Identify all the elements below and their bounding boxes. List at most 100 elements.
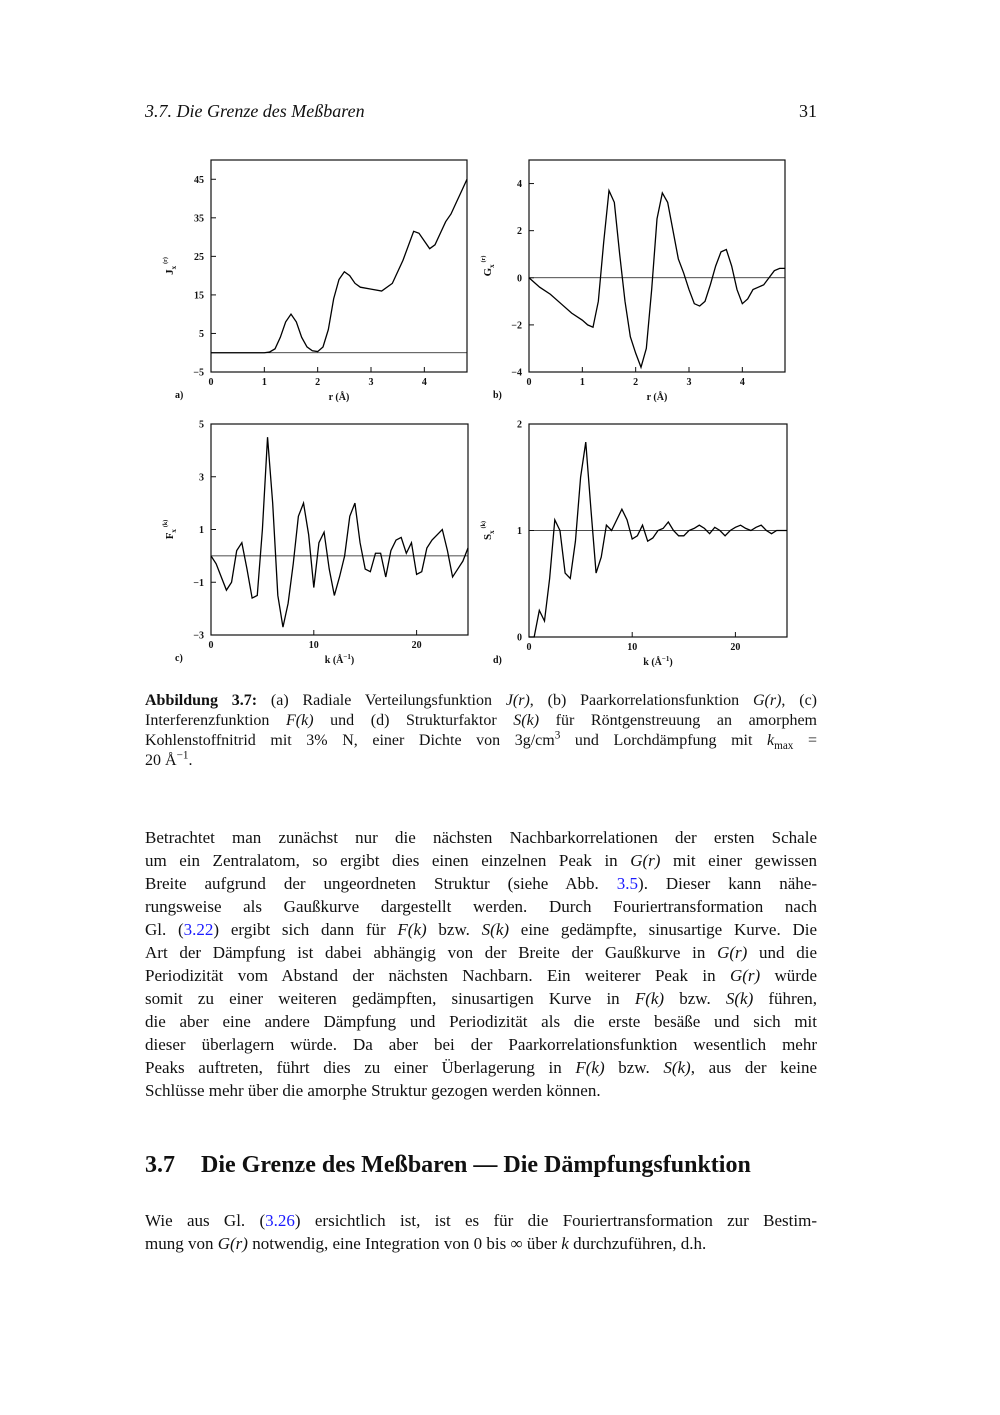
y-tick-label: 25 xyxy=(194,252,204,263)
text: bzw. xyxy=(426,920,482,939)
text-line: Interferenzfunktion F(k) und (d) Struktu… xyxy=(145,711,817,731)
text-line: somit zu einer weiteren gedämpften, sinu… xyxy=(145,987,817,1010)
text: und (d) Strukturfaktor xyxy=(313,712,514,729)
reference-link[interactable]: 3.22 xyxy=(183,920,214,939)
y-tick-label: 5 xyxy=(199,329,204,340)
text-line: um ein Zentralatom, so ergibt dies einen… xyxy=(145,849,817,872)
y-tick-label: 1 xyxy=(199,525,204,536)
text: . xyxy=(188,752,193,769)
y-label-sup: (r) xyxy=(162,257,169,264)
data-line xyxy=(528,188,785,370)
y-tick-label: 15 xyxy=(194,290,204,301)
x-tick-label: 20 xyxy=(412,640,422,651)
text-line: Gl. (3.22) ergibt sich dann für F(k) bzw… xyxy=(145,918,817,941)
text: Breite aufgrund der ungeordneten Struktu… xyxy=(145,874,617,893)
text: ) ersichtlich ist, ist es für die Fourie… xyxy=(294,1211,817,1230)
x-tick-label: 3 xyxy=(369,377,374,388)
text-line: Wie aus Gl. (3.26) ersichtlich ist, ist … xyxy=(145,1209,817,1232)
text: rungsweise als Gaußkurve dargestellt wer… xyxy=(145,897,817,916)
y-label-sub: x xyxy=(170,265,178,269)
running-header: 3.7. Die Grenze des Meßbaren xyxy=(145,101,365,121)
x-label-part: −1 xyxy=(662,655,670,663)
text: Periodizität vom Abstand der nächsten Na… xyxy=(145,966,730,985)
styled-text: −1 xyxy=(176,749,189,762)
y-label-main: S xyxy=(482,534,494,540)
x-tick-label: 1 xyxy=(262,377,267,388)
panel-label: a) xyxy=(175,390,183,401)
x-tick-label: 10 xyxy=(627,642,637,653)
y-tick-label: 2 xyxy=(517,420,522,431)
styled-text: F(k) xyxy=(575,1058,605,1077)
section-title: Die Grenze des Meßbaren — Die Dämpfungsf… xyxy=(201,1152,751,1178)
x-label-part: ) xyxy=(669,657,672,668)
y-label-main: J xyxy=(164,269,176,275)
text-line: Peaks auftreten, führt dies zu einer Übe… xyxy=(145,1056,817,1079)
y-tick-label: 3 xyxy=(199,472,204,483)
plot-frame xyxy=(528,159,786,373)
section-number: 3.7 xyxy=(145,1152,175,1178)
x-tick-label: 20 xyxy=(730,642,740,653)
y-label-sub: x xyxy=(488,530,496,534)
y-axis-label: Fx(k) xyxy=(162,520,178,540)
styled-text: G(r) xyxy=(630,851,661,870)
y-label-sub: x xyxy=(488,264,496,268)
x-tick-label: 4 xyxy=(740,377,745,388)
text-line: mung von G(r) notwendig, eine Integratio… xyxy=(145,1232,817,1255)
reference-link[interactable]: 3.5 xyxy=(616,874,639,893)
x-tick-label: 10 xyxy=(309,640,319,651)
data-line xyxy=(529,442,787,638)
panel-label: b) xyxy=(493,390,502,401)
x-tick-label: 1 xyxy=(580,377,585,388)
styled-text: S(k) xyxy=(663,1058,691,1077)
text: Interferenzfunktion xyxy=(145,712,286,729)
x-tick-label: 0 xyxy=(527,377,532,388)
x-label-part: −1 xyxy=(343,653,351,661)
reference-link[interactable]: 3.26 xyxy=(265,1211,295,1230)
text: ). Dieser kann nähe- xyxy=(638,874,817,893)
text: die aber eine andere Dämpfung und Period… xyxy=(145,1012,817,1031)
x-axis-label: k (Å−1) xyxy=(643,655,672,668)
text: somit zu einer weiteren gedämpften, sinu… xyxy=(145,989,635,1008)
y-tick-label: 5 xyxy=(199,420,204,431)
x-label-part: k (Å xyxy=(325,654,344,666)
text: eine gedämpfte, sinusartige Kurve. Die xyxy=(509,920,818,939)
text-line: Breite aufgrund der ungeordneten Struktu… xyxy=(145,872,817,895)
x-tick-label: 2 xyxy=(633,377,638,388)
y-label-sup: (r) xyxy=(480,256,487,263)
styled-text: S(k) xyxy=(481,920,510,939)
x-tick-label: 3 xyxy=(687,377,692,388)
styled-text: 3 xyxy=(554,729,561,742)
y-tick-label: 2 xyxy=(517,226,522,237)
text: Kohlenstoffnitrid mit 3% N, einer Dichte… xyxy=(145,732,555,749)
data-line xyxy=(211,178,468,354)
text: , aus der keine xyxy=(690,1058,817,1077)
styled-text: k xyxy=(767,732,775,749)
styled-text: S(k) xyxy=(725,989,754,1008)
text: bzw. xyxy=(604,1058,664,1077)
y-tick-label: 45 xyxy=(194,175,204,186)
plot-frame xyxy=(210,159,468,373)
text: , (b) Paarkorrelationsfunktion xyxy=(529,692,753,709)
styled-text: G(r) xyxy=(729,966,761,985)
text: würde xyxy=(760,966,818,985)
text: und Lorchdämpfung mit xyxy=(560,732,768,749)
y-tick-label: 4 xyxy=(517,179,522,190)
y-tick-label: 0 xyxy=(517,273,522,284)
figure-caption: Abbildung 3.7: (a) Radiale Verteilungsfu… xyxy=(145,691,817,771)
paragraph: Betrachtet man zunächst nur die nächsten… xyxy=(145,826,817,1102)
x-axis-label: k (Å−1) xyxy=(325,653,354,666)
y-tick-label: 1 xyxy=(517,526,522,537)
x-tick-label: 0 xyxy=(527,642,532,653)
y-tick-label: −4 xyxy=(511,368,522,379)
text-line: 20 Å−1. xyxy=(145,749,817,771)
text-line: Kohlenstoffnitrid mit 3% N, einer Dichte… xyxy=(145,729,817,752)
paragraph: Wie aus Gl. (3.26) ersichtlich ist, ist … xyxy=(145,1209,817,1255)
text-line: Art der Dämpfung ist dabei abhängig von … xyxy=(145,941,817,964)
styled-text: k xyxy=(561,1234,569,1253)
y-tick-label: −2 xyxy=(511,320,522,331)
text: um ein Zentralatom, so ergibt dies einen… xyxy=(145,851,631,870)
text: mung von xyxy=(145,1234,218,1253)
page-number: 31 xyxy=(799,101,817,121)
text: 20 Å xyxy=(145,752,177,769)
